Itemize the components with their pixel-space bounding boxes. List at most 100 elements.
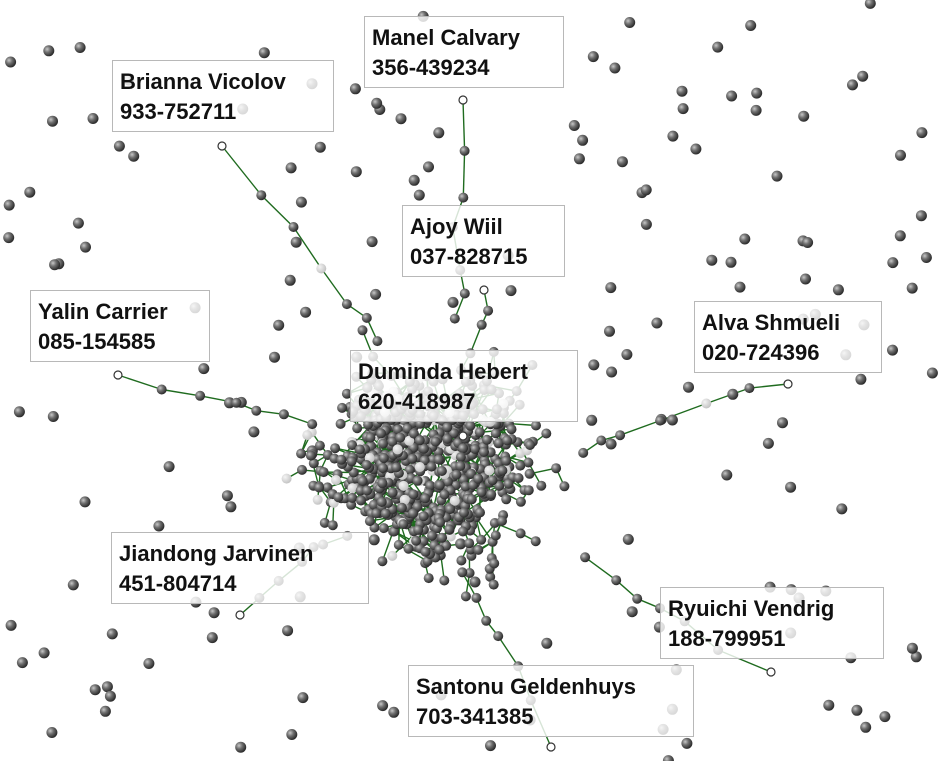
graph-node bbox=[414, 462, 425, 472]
graph-node bbox=[284, 274, 296, 286]
graph-node bbox=[860, 721, 872, 733]
graph-node bbox=[459, 145, 470, 156]
graph-node bbox=[3, 232, 15, 244]
graph-node bbox=[225, 501, 237, 513]
graph-node bbox=[333, 492, 344, 503]
contact-card-yalin-carrier[interactable]: Yalin Carrier 085-154585 bbox=[30, 290, 210, 362]
contact-card-ajoy-wiil[interactable]: Ajoy Wiil 037-828715 bbox=[402, 205, 565, 277]
graph-node bbox=[407, 453, 418, 464]
graph-node bbox=[523, 457, 534, 468]
contact-card-duminda-hebert[interactable]: Duminda Hebert 620-418987 bbox=[350, 350, 578, 422]
graph-node bbox=[503, 478, 514, 489]
contact-card-alva-shmueli[interactable]: Alva Shmueli 020-724396 bbox=[694, 301, 882, 373]
graph-edge bbox=[462, 150, 466, 198]
graph-node bbox=[47, 115, 58, 127]
graph-node bbox=[221, 490, 233, 502]
graph-node bbox=[515, 460, 526, 471]
graph-node bbox=[523, 485, 534, 496]
graph-node bbox=[458, 192, 469, 203]
contact-card-manel-calvary[interactable]: Manel Calvary 356-439234 bbox=[364, 16, 564, 88]
graph-node bbox=[476, 487, 487, 498]
graph-node bbox=[404, 435, 415, 446]
graph-node bbox=[5, 619, 17, 631]
graph-node bbox=[104, 690, 116, 702]
contact-phone: 620-418987 bbox=[358, 389, 476, 414]
contact-phone: 703-341385 bbox=[416, 704, 534, 729]
graph-node bbox=[497, 516, 507, 526]
graph-node bbox=[395, 113, 407, 125]
graph-edge bbox=[292, 226, 322, 269]
graph-node bbox=[449, 313, 460, 324]
graph-node bbox=[377, 556, 388, 567]
graph-node bbox=[531, 420, 541, 431]
graph-node bbox=[490, 530, 501, 541]
graph-node bbox=[399, 494, 410, 505]
graph-node bbox=[420, 546, 431, 557]
graph-node bbox=[312, 494, 323, 505]
contact-phone: 933-752711 bbox=[120, 99, 237, 124]
graph-node bbox=[347, 440, 358, 451]
graph-node bbox=[442, 433, 453, 444]
graph-edge bbox=[260, 194, 294, 228]
graph-node bbox=[616, 156, 628, 168]
graph-node bbox=[414, 435, 425, 446]
graph-node bbox=[476, 534, 487, 545]
graph-node bbox=[269, 351, 280, 363]
graph-node bbox=[524, 468, 535, 479]
graph-node bbox=[456, 555, 467, 566]
graph-node bbox=[411, 535, 422, 546]
contact-card-jiandong-jarvinen[interactable]: Jiandong Jarvinen 451-804714 bbox=[111, 532, 369, 604]
graph-edge bbox=[749, 383, 789, 389]
graph-node bbox=[488, 579, 499, 590]
contact-phone: 188-799951 bbox=[668, 626, 786, 651]
graph-node bbox=[357, 325, 368, 336]
graph-node bbox=[433, 127, 445, 139]
graph-node bbox=[153, 520, 165, 532]
graph-node bbox=[128, 150, 140, 162]
graph-node bbox=[425, 480, 436, 491]
callout-anchor-node bbox=[783, 379, 793, 389]
contact-phone: 451-804714 bbox=[119, 571, 237, 596]
graph-node bbox=[712, 41, 724, 53]
graph-node bbox=[578, 447, 589, 458]
graph-node bbox=[626, 606, 638, 618]
graph-node bbox=[640, 184, 652, 196]
graph-node bbox=[330, 443, 341, 454]
graph-node bbox=[887, 257, 899, 269]
graph-node bbox=[455, 538, 467, 550]
graph-node bbox=[926, 367, 938, 379]
graph-node bbox=[377, 478, 388, 489]
graph-node bbox=[879, 711, 891, 723]
graph-node bbox=[725, 256, 737, 268]
graph-node bbox=[439, 575, 450, 586]
graph-node bbox=[439, 489, 450, 500]
graph-node bbox=[423, 161, 434, 173]
graph-node bbox=[894, 230, 906, 242]
callout-anchors bbox=[113, 95, 793, 752]
graph-node bbox=[235, 741, 247, 753]
graph-node bbox=[605, 282, 617, 294]
graph-node bbox=[497, 465, 508, 476]
callout-anchor-node bbox=[113, 370, 123, 380]
graph-node bbox=[445, 504, 456, 515]
graph-node bbox=[606, 366, 618, 378]
contact-phone: 020-724396 bbox=[702, 340, 820, 365]
graph-node bbox=[378, 438, 388, 449]
graph-node bbox=[378, 523, 389, 534]
contact-phone: 356-439234 bbox=[372, 55, 490, 80]
graph-node bbox=[370, 288, 382, 300]
callout-anchor-node bbox=[766, 667, 776, 677]
graph-edge bbox=[381, 531, 394, 562]
graph-node bbox=[371, 97, 383, 109]
graph-node bbox=[573, 153, 585, 165]
graph-node bbox=[530, 536, 541, 547]
contact-card-brianna-vicolov[interactable]: Brianna Vicolov 933-752711 bbox=[112, 60, 334, 132]
contact-card-santonu-geldenhuys[interactable]: Santonu Geldenhuys 703-341385 bbox=[408, 665, 694, 737]
graph-node bbox=[387, 550, 398, 561]
graph-node bbox=[847, 79, 858, 91]
graph-edge bbox=[469, 324, 483, 354]
graph-node bbox=[483, 305, 494, 316]
graph-node bbox=[460, 481, 471, 492]
contact-card-ryuichi-vendrig[interactable]: Ryuichi Vendrig 188-799951 bbox=[660, 587, 884, 659]
graph-node bbox=[251, 405, 262, 416]
